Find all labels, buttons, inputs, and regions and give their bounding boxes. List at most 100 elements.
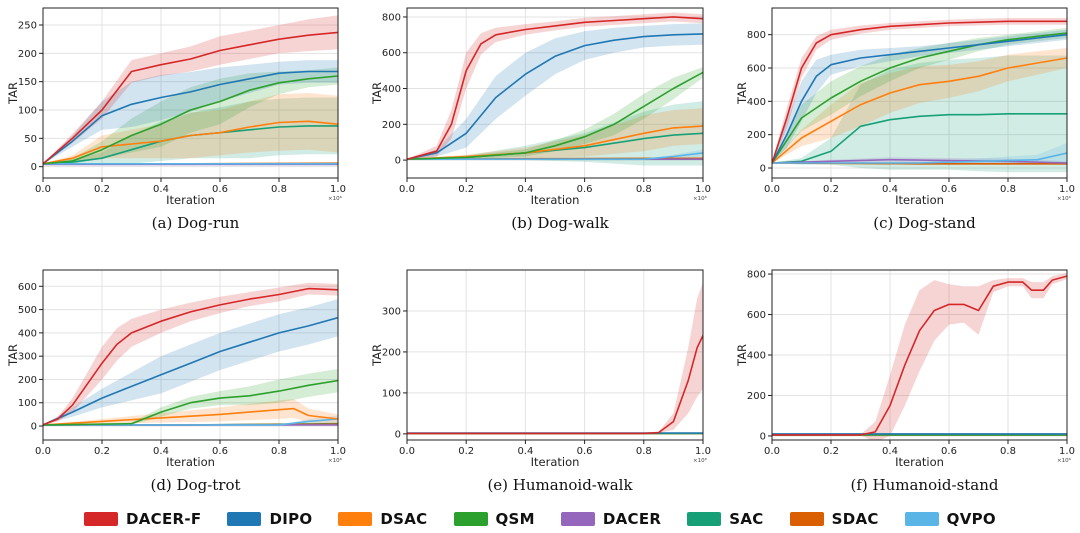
plot-area xyxy=(407,282,703,435)
y-axis-label: TAR xyxy=(735,82,749,105)
plot-area xyxy=(43,282,338,426)
x-tick-label: 0.0 xyxy=(35,446,51,457)
band-qsm xyxy=(407,67,703,160)
line-dsac xyxy=(43,120,338,165)
y-tick-label: 50 xyxy=(24,134,37,145)
y-tick-label: 0 xyxy=(760,164,766,175)
band-dacer-f xyxy=(43,15,338,164)
x-tick-label: 0.8 xyxy=(271,184,287,195)
x-tick-label: 1.0 xyxy=(695,184,711,195)
y-tick-label: 200 xyxy=(18,375,37,386)
line-dipo xyxy=(43,70,338,165)
y-tick-label: 100 xyxy=(382,388,401,399)
band-dipo xyxy=(43,299,338,425)
axes-frame xyxy=(771,7,1068,179)
axes-frame xyxy=(42,7,339,179)
y-tick-label: 0 xyxy=(31,162,37,173)
legend-swatch xyxy=(453,512,488,526)
x-tick-label: 0.4 xyxy=(153,184,169,195)
x-axis-label: Iteration xyxy=(166,455,215,469)
line-qvpo xyxy=(43,418,338,426)
x-tick-label: 0.0 xyxy=(399,446,415,457)
y-tick-label: 200 xyxy=(747,391,766,402)
y-axis-label: TAR xyxy=(370,82,384,105)
y-tick-label: 150 xyxy=(18,77,37,88)
plot-area xyxy=(43,15,338,166)
line-qvpo xyxy=(407,152,703,160)
x-scale-label: ×10⁶ xyxy=(1057,457,1072,464)
x-axis-label: Iteration xyxy=(531,193,580,207)
y-tick-label: 0 xyxy=(31,422,37,433)
y-tick-label: 800 xyxy=(747,270,766,281)
x-tick-label: 0.8 xyxy=(1000,184,1016,195)
y-axis-label: TAR xyxy=(6,82,20,105)
x-tick-label: 0.4 xyxy=(153,446,169,457)
legend-label: QVPO xyxy=(946,510,996,528)
legend-swatch xyxy=(904,512,939,526)
line-dacer-f xyxy=(43,31,338,165)
band-dacer-f xyxy=(407,282,703,434)
legend-swatch xyxy=(789,512,824,526)
x-tick-label: 0.0 xyxy=(399,184,415,195)
legend-item: DACER-F xyxy=(84,510,201,528)
x-tick-label: 0.4 xyxy=(882,184,898,195)
panel-caption: (d) Dog-trot xyxy=(150,476,240,494)
axes-frame xyxy=(406,269,704,441)
legend-label: QSM xyxy=(495,510,535,528)
legend-item: SAC xyxy=(687,510,763,528)
legend-item: DSAC xyxy=(338,510,427,528)
plot-area xyxy=(407,12,703,166)
x-tick-label: 0.8 xyxy=(636,446,652,457)
y-tick-label: 400 xyxy=(382,84,401,95)
line-dsac xyxy=(772,57,1067,164)
x-tick-label: 0.2 xyxy=(823,446,839,457)
x-axis-label: Iteration xyxy=(895,193,944,207)
y-tick-label: 200 xyxy=(18,49,37,60)
legend-label: DIPO xyxy=(269,510,313,528)
line-dipo xyxy=(772,33,1067,164)
y-tick-label: 200 xyxy=(382,120,401,131)
band-dsac xyxy=(43,399,338,425)
x-tick-label: 0.8 xyxy=(1000,446,1016,457)
line-dipo xyxy=(407,33,703,160)
y-tick-label: 600 xyxy=(382,48,401,59)
band-dacer-f xyxy=(407,12,703,160)
x-tick-label: 0.2 xyxy=(94,446,110,457)
band-dsac xyxy=(407,108,703,160)
x-scale-label: ×10⁶ xyxy=(328,457,343,464)
legend-label: SDAC xyxy=(831,510,879,528)
y-tick-label: 600 xyxy=(747,64,766,75)
x-tick-label: 0.2 xyxy=(458,184,474,195)
x-axis-label: Iteration xyxy=(166,193,215,207)
y-tick-label: 0 xyxy=(395,156,401,167)
band-dacer-f xyxy=(772,273,1067,440)
y-tick-label: 300 xyxy=(18,352,37,363)
x-tick-label: 0.6 xyxy=(212,184,228,195)
y-tick-label: 500 xyxy=(18,305,37,316)
band-sac xyxy=(43,97,338,165)
legend: DACER-F DIPO DSAC QSM DACER SAC SDAC QVPO xyxy=(0,505,1080,533)
line-dacer-f xyxy=(43,287,338,426)
line-sac xyxy=(772,113,1067,164)
x-tick-label: 0.4 xyxy=(517,446,533,457)
legend-item: QSM xyxy=(453,510,535,528)
y-tick-label: 600 xyxy=(747,310,766,321)
x-tick-label: 0.6 xyxy=(941,446,957,457)
line-qsm xyxy=(772,32,1067,164)
chart-panel: 0.0 0.2 0.4 0.6 0.8 1.0 0 100 200 300 400 500 600 Ite… xyxy=(6,269,346,494)
y-tick-label: 400 xyxy=(18,328,37,339)
y-axis-label: TAR xyxy=(735,344,749,367)
x-tick-label: 0.4 xyxy=(882,446,898,457)
x-scale-label: ×10⁶ xyxy=(1057,195,1072,202)
x-tick-label: 0.2 xyxy=(823,184,839,195)
line-qvpo xyxy=(772,152,1067,164)
axes-frame xyxy=(771,269,1068,441)
x-tick-label: 0.0 xyxy=(35,184,51,195)
panel-caption: (f) Humanoid-stand xyxy=(850,476,998,494)
line-dacer-f xyxy=(407,335,703,435)
axes-frame xyxy=(42,269,339,441)
panel-caption: (e) Humanoid-walk xyxy=(487,476,633,494)
y-tick-label: 600 xyxy=(18,282,37,293)
x-tick-label: 0.2 xyxy=(458,446,474,457)
legend-swatch xyxy=(227,512,262,526)
